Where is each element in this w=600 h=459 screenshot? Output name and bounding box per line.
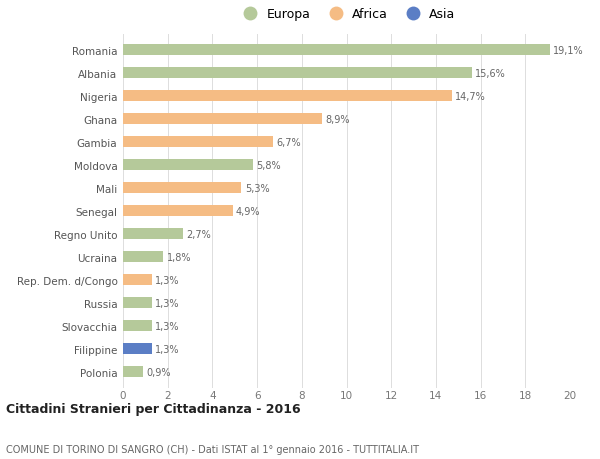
Text: 1,3%: 1,3% <box>155 344 180 354</box>
Bar <box>123 136 273 148</box>
Bar <box>123 274 152 285</box>
Text: 1,3%: 1,3% <box>155 298 180 308</box>
Text: 2,7%: 2,7% <box>187 229 211 239</box>
Text: 14,7%: 14,7% <box>455 91 485 101</box>
Bar <box>123 228 184 240</box>
Bar <box>123 159 253 171</box>
Bar <box>123 45 550 56</box>
Text: 8,9%: 8,9% <box>325 114 350 124</box>
Text: 1,3%: 1,3% <box>155 275 180 285</box>
Text: 5,3%: 5,3% <box>245 183 269 193</box>
Text: 19,1%: 19,1% <box>553 45 584 56</box>
Bar <box>123 320 152 331</box>
Text: 4,9%: 4,9% <box>236 206 260 216</box>
Bar <box>123 90 452 102</box>
Text: 0,9%: 0,9% <box>146 367 171 377</box>
Text: 1,8%: 1,8% <box>167 252 191 262</box>
Text: 5,8%: 5,8% <box>256 160 281 170</box>
Legend: Europa, Africa, Asia: Europa, Africa, Asia <box>238 8 455 21</box>
Bar <box>123 297 152 308</box>
Text: 1,3%: 1,3% <box>155 321 180 331</box>
Bar <box>123 113 322 125</box>
Text: COMUNE DI TORINO DI SANGRO (CH) - Dati ISTAT al 1° gennaio 2016 - TUTTITALIA.IT: COMUNE DI TORINO DI SANGRO (CH) - Dati I… <box>6 444 419 454</box>
Bar <box>123 251 163 263</box>
Bar <box>123 67 472 79</box>
Text: 15,6%: 15,6% <box>475 68 506 78</box>
Text: 6,7%: 6,7% <box>276 137 301 147</box>
Bar <box>123 366 143 377</box>
Bar <box>123 205 233 217</box>
Text: Cittadini Stranieri per Cittadinanza - 2016: Cittadini Stranieri per Cittadinanza - 2… <box>6 403 301 415</box>
Bar <box>123 343 152 354</box>
Bar <box>123 182 241 194</box>
